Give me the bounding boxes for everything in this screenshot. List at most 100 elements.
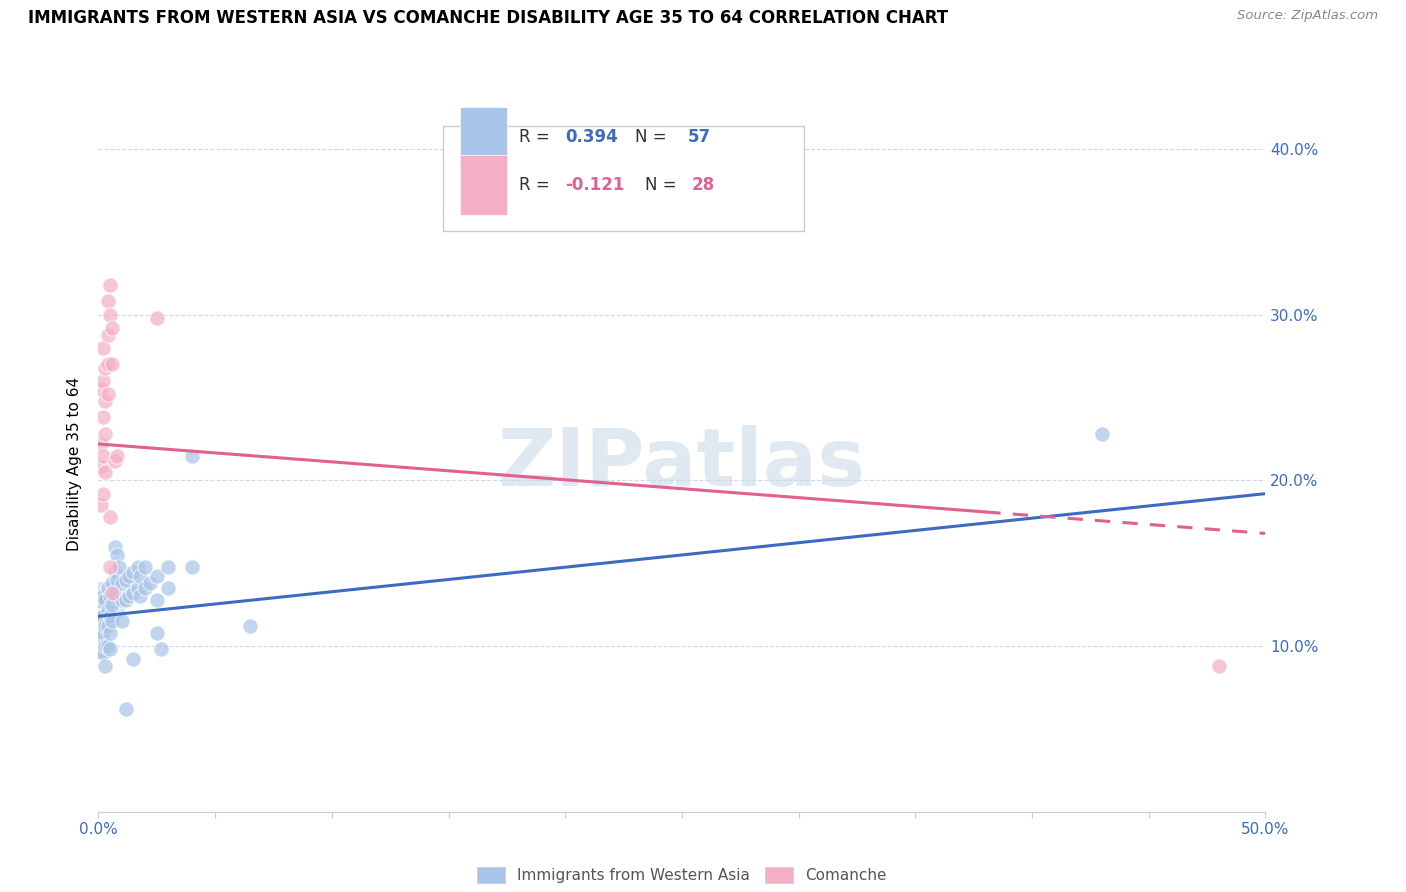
Point	[129, 569, 152, 583]
Text: R =: R =	[519, 128, 554, 145]
Point	[105, 449, 128, 463]
Point	[90, 644, 112, 658]
Point	[97, 639, 120, 653]
Point	[94, 465, 117, 479]
Point	[115, 702, 138, 716]
Point	[90, 611, 112, 625]
Point	[98, 559, 121, 574]
Point	[94, 619, 117, 633]
Point	[91, 410, 114, 425]
Text: N =: N =	[636, 128, 672, 145]
Y-axis label: Disability Age 35 to 64: Disability Age 35 to 64	[67, 376, 83, 551]
Point	[91, 374, 114, 388]
Point	[98, 277, 121, 292]
Point	[98, 609, 121, 624]
Point	[105, 548, 128, 562]
Text: R =: R =	[519, 177, 554, 194]
Point	[97, 387, 120, 401]
Point	[111, 576, 134, 591]
Point	[98, 308, 121, 322]
Point	[97, 619, 120, 633]
Point	[97, 327, 120, 342]
Point	[90, 598, 112, 612]
Point	[91, 646, 114, 660]
Point	[97, 358, 120, 372]
Point	[122, 565, 145, 579]
Point	[104, 586, 127, 600]
Point	[97, 581, 120, 595]
Text: -0.121: -0.121	[565, 177, 624, 194]
Point	[127, 559, 149, 574]
Point	[1208, 659, 1230, 673]
Text: 57: 57	[688, 128, 711, 145]
Point	[180, 449, 202, 463]
Point	[134, 559, 156, 574]
Point	[111, 592, 134, 607]
Point	[97, 294, 120, 309]
Point	[1091, 427, 1114, 442]
Point	[108, 559, 131, 574]
Point	[134, 581, 156, 595]
Point	[98, 642, 121, 657]
Point	[101, 358, 124, 372]
Point	[239, 619, 262, 633]
Point	[91, 625, 114, 640]
Point	[146, 569, 169, 583]
Point	[98, 625, 121, 640]
Point	[94, 360, 117, 375]
Point	[101, 586, 124, 600]
Point	[94, 393, 117, 408]
Text: 28: 28	[692, 177, 714, 194]
Point	[91, 341, 114, 355]
Text: Source: ZipAtlas.com: Source: ZipAtlas.com	[1237, 9, 1378, 22]
Point	[122, 652, 145, 666]
Point	[90, 594, 112, 608]
Text: 0.394: 0.394	[565, 128, 619, 145]
Point	[98, 509, 121, 524]
Point	[146, 592, 169, 607]
Point	[150, 642, 173, 657]
Text: N =: N =	[644, 177, 682, 194]
Point	[90, 631, 112, 645]
Bar	[460, 155, 506, 215]
Point	[97, 602, 120, 616]
Point	[111, 614, 134, 628]
Point	[94, 659, 117, 673]
Point	[94, 592, 117, 607]
Point	[118, 569, 141, 583]
Point	[98, 590, 121, 604]
Point	[104, 540, 127, 554]
Point	[104, 565, 127, 579]
Point	[101, 614, 124, 628]
Point	[129, 590, 152, 604]
Point	[157, 559, 180, 574]
Point	[180, 559, 202, 574]
Point	[91, 449, 114, 463]
Legend: Immigrants from Western Asia, Comanche: Immigrants from Western Asia, Comanche	[471, 861, 893, 889]
Point	[90, 460, 112, 475]
Point	[101, 598, 124, 612]
Point	[104, 453, 127, 467]
Point	[90, 382, 112, 396]
Point	[146, 625, 169, 640]
Point	[94, 639, 117, 653]
Point	[105, 573, 128, 587]
Point	[90, 437, 112, 451]
Point	[139, 576, 162, 591]
Text: ZIPatlas: ZIPatlas	[498, 425, 866, 503]
Point	[91, 486, 114, 500]
Point	[146, 311, 169, 326]
FancyBboxPatch shape	[443, 127, 804, 231]
Point	[122, 586, 145, 600]
Point	[91, 609, 114, 624]
Point	[115, 573, 138, 587]
Text: IMMIGRANTS FROM WESTERN ASIA VS COMANCHE DISABILITY AGE 35 TO 64 CORRELATION CHA: IMMIGRANTS FROM WESTERN ASIA VS COMANCHE…	[28, 9, 948, 27]
Point	[101, 576, 124, 591]
Point	[118, 590, 141, 604]
Bar	[460, 107, 506, 166]
Point	[91, 590, 114, 604]
Point	[127, 581, 149, 595]
Point	[157, 581, 180, 595]
Point	[94, 427, 117, 442]
Point	[101, 321, 124, 335]
